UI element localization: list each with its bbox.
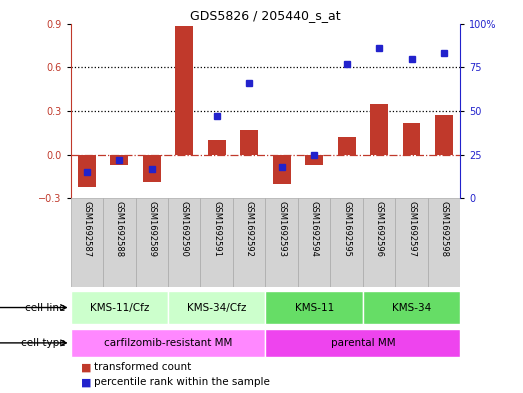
Bar	[435, 116, 453, 155]
Text: ■: ■	[81, 377, 92, 387]
Bar	[168, 292, 266, 323]
Text: GSM1692588: GSM1692588	[115, 201, 124, 257]
Bar	[175, 26, 193, 155]
Text: GSM1692594: GSM1692594	[310, 201, 319, 257]
Title: GDS5826 / 205440_s_at: GDS5826 / 205440_s_at	[190, 9, 341, 22]
Text: GSM1692591: GSM1692591	[212, 201, 221, 257]
Bar	[363, 292, 460, 323]
Bar	[233, 198, 266, 287]
Text: parental MM: parental MM	[331, 338, 395, 348]
Bar	[266, 198, 298, 287]
Text: carfilzomib-resistant MM: carfilzomib-resistant MM	[104, 338, 232, 348]
Text: KMS-11/Cfz: KMS-11/Cfz	[89, 303, 149, 312]
Text: GSM1692596: GSM1692596	[374, 201, 383, 257]
Bar	[305, 155, 323, 165]
Text: GSM1692590: GSM1692590	[180, 201, 189, 257]
Text: cell type: cell type	[21, 338, 65, 348]
Bar	[272, 155, 291, 184]
Bar	[403, 123, 420, 155]
Text: KMS-34: KMS-34	[392, 303, 431, 312]
Text: percentile rank within the sample: percentile rank within the sample	[94, 377, 270, 387]
Bar	[338, 137, 356, 155]
Text: ■: ■	[81, 362, 92, 373]
Text: GSM1692598: GSM1692598	[439, 201, 449, 257]
Text: GSM1692593: GSM1692593	[277, 201, 286, 257]
Bar	[331, 198, 363, 287]
Bar	[71, 329, 266, 357]
Text: KMS-11: KMS-11	[294, 303, 334, 312]
Bar	[208, 140, 225, 155]
Bar	[428, 198, 460, 287]
Bar	[143, 155, 161, 182]
Bar	[240, 130, 258, 155]
Bar	[298, 198, 331, 287]
Text: GSM1692597: GSM1692597	[407, 201, 416, 257]
Bar	[363, 198, 395, 287]
Text: KMS-34/Cfz: KMS-34/Cfz	[187, 303, 246, 312]
Bar	[395, 198, 428, 287]
Bar	[200, 198, 233, 287]
Bar	[71, 292, 168, 323]
Bar	[266, 292, 363, 323]
Bar	[78, 155, 96, 187]
Bar	[71, 198, 103, 287]
Text: transformed count: transformed count	[94, 362, 191, 373]
Bar	[370, 104, 388, 155]
Bar	[110, 155, 128, 165]
Text: cell line: cell line	[25, 303, 65, 312]
Bar	[135, 198, 168, 287]
Text: GSM1692587: GSM1692587	[82, 201, 92, 257]
Text: GSM1692589: GSM1692589	[147, 201, 156, 257]
Bar	[103, 198, 135, 287]
Bar	[266, 329, 460, 357]
Text: GSM1692592: GSM1692592	[245, 201, 254, 257]
Text: GSM1692595: GSM1692595	[342, 201, 351, 257]
Bar	[168, 198, 200, 287]
